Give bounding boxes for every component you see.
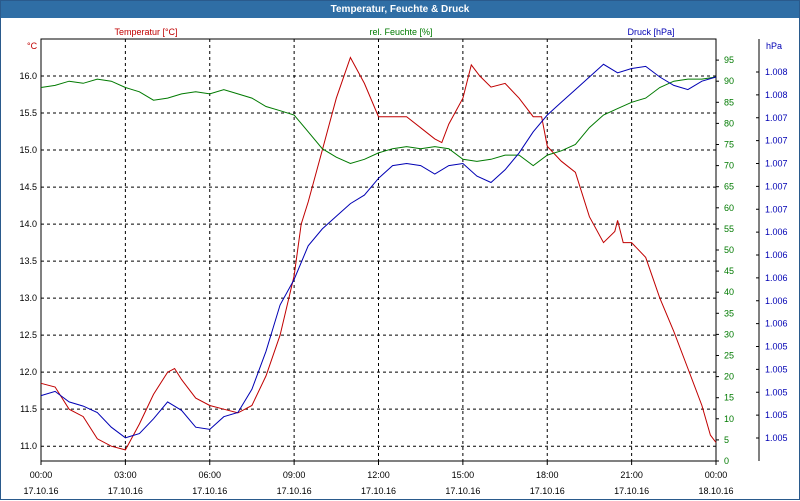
temp-unit-label: °C	[27, 41, 38, 51]
y-tick-label-temp: 11.5	[20, 404, 37, 414]
y-tick-label-hum: 80	[724, 118, 734, 128]
y-tick-label-press: 1.005	[765, 342, 788, 352]
y-tick-label-temp: 14.0	[19, 219, 37, 229]
x-tick-label-time: 00:00	[705, 470, 728, 480]
x-tick-label-time: 09:00	[283, 470, 306, 480]
y-tick-label-press: 1.005	[765, 433, 788, 443]
y-tick-label-temp: 11.0	[20, 441, 37, 451]
y-tick-label-hum: 55	[724, 224, 734, 234]
x-tick-label-date: 17.10.16	[277, 486, 312, 496]
x-tick-label-date: 17.10.16	[192, 486, 227, 496]
x-tick-label-time: 00:00	[30, 470, 53, 480]
hum-axis-title: rel. Feuchte [%]	[369, 27, 432, 37]
y-tick-label-temp: 12.5	[19, 330, 37, 340]
x-tick-label-time: 03:00	[114, 470, 137, 480]
y-tick-label-hum: 85	[724, 97, 734, 107]
press-unit-label: hPa	[766, 41, 782, 51]
y-tick-label-hum: 45	[724, 266, 734, 276]
press-axis-title: Druck [hPa]	[627, 27, 674, 37]
y-tick-label-temp: 13.5	[19, 256, 37, 266]
y-tick-label-hum: 0	[724, 456, 729, 466]
y-tick-label-press: 1.006	[765, 319, 788, 329]
y-tick-label-press: 1.007	[765, 204, 788, 214]
y-tick-label-hum: 40	[724, 287, 734, 297]
y-tick-label-hum: 10	[724, 414, 734, 424]
y-tick-label-press: 1.007	[765, 113, 788, 123]
y-tick-label-press: 1.005	[765, 387, 788, 397]
x-tick-label-date: 17.10.16	[530, 486, 565, 496]
y-tick-label-press: 1.007	[765, 136, 788, 146]
y-tick-label-press: 1.005	[765, 410, 788, 420]
y-tick-label-hum: 30	[724, 329, 734, 339]
y-tick-label-hum: 5	[724, 435, 729, 445]
x-tick-label-time: 12:00	[367, 470, 390, 480]
x-tick-label-date: 17.10.16	[23, 486, 58, 496]
y-tick-label-press: 1.007	[765, 159, 788, 169]
window-title: Temperatur, Feuchte & Druck	[1, 1, 799, 18]
y-tick-label-press: 1.008	[765, 67, 788, 77]
y-tick-label-hum: 70	[724, 161, 734, 171]
y-tick-label-temp: 12.0	[19, 367, 37, 377]
x-tick-label-time: 15:00	[452, 470, 475, 480]
y-tick-label-temp: 16.0	[19, 71, 37, 81]
x-tick-label-time: 06:00	[198, 470, 221, 480]
humidity-series-line	[40, 76, 717, 167]
y-tick-label-hum: 90	[724, 76, 734, 86]
temperature-series-line	[40, 56, 717, 451]
y-tick-label-temp: 13.0	[19, 293, 37, 303]
y-tick-label-hum: 15	[724, 393, 734, 403]
y-tick-label-press: 1.006	[765, 296, 788, 306]
x-tick-label-date: 17.10.16	[361, 486, 396, 496]
y-tick-label-hum: 50	[724, 245, 734, 255]
x-tick-label-date: 18.10.16	[698, 486, 733, 496]
pressure-series-line	[40, 63, 717, 439]
y-tick-label-press: 1.006	[765, 273, 788, 283]
y-tick-label-hum: 60	[724, 203, 734, 213]
y-tick-label-hum: 65	[724, 182, 734, 192]
y-tick-label-press: 1.006	[765, 250, 788, 260]
y-tick-label-press: 1.006	[765, 227, 788, 237]
x-tick-label-time: 18:00	[536, 470, 559, 480]
y-tick-label-press: 1.005	[765, 364, 788, 374]
x-tick-label-date: 17.10.16	[614, 486, 649, 496]
y-tick-label-temp: 15.0	[19, 145, 37, 155]
y-tick-label-hum: 35	[724, 308, 734, 318]
y-tick-label-press: 1.007	[765, 181, 788, 191]
temp-axis-title: Temperatur [°C]	[114, 27, 177, 37]
y-tick-label-temp: 14.5	[19, 182, 37, 192]
y-tick-label-hum: 95	[724, 55, 734, 65]
y-tick-label-hum: 25	[724, 351, 734, 361]
x-tick-label-date: 17.10.16	[108, 486, 143, 496]
y-tick-label-hum: 20	[724, 372, 734, 382]
x-tick-label-date: 17.10.16	[445, 486, 480, 496]
x-tick-label-time: 21:00	[620, 470, 643, 480]
y-tick-label-press: 1.008	[765, 90, 788, 100]
y-tick-label-temp: 15.5	[19, 108, 37, 118]
y-tick-label-hum: 75	[724, 140, 734, 150]
